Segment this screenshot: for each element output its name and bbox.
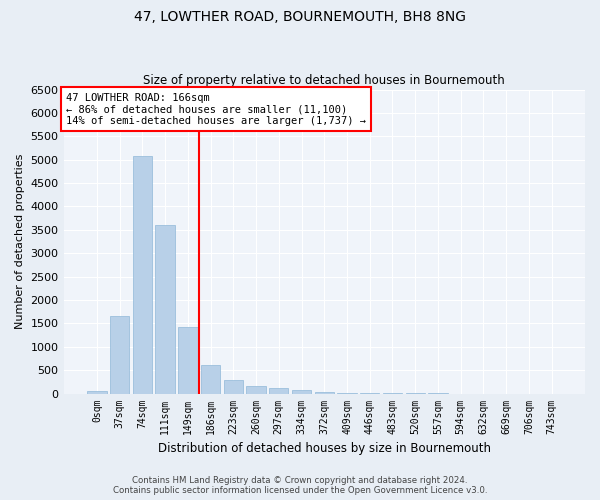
- Bar: [87, 391, 107, 394]
- Bar: [292, 390, 311, 394]
- Bar: [133, 156, 152, 394]
- Title: Size of property relative to detached houses in Bournemouth: Size of property relative to detached ho…: [143, 74, 505, 87]
- Bar: [155, 225, 175, 394]
- Text: 47 LOWTHER ROAD: 166sqm
← 86% of detached houses are smaller (11,100)
14% of sem: 47 LOWTHER ROAD: 166sqm ← 86% of detache…: [66, 92, 366, 126]
- Y-axis label: Number of detached properties: Number of detached properties: [15, 154, 25, 329]
- Bar: [247, 386, 266, 394]
- Bar: [110, 316, 130, 394]
- Text: Contains HM Land Registry data © Crown copyright and database right 2024.
Contai: Contains HM Land Registry data © Crown c…: [113, 476, 487, 495]
- Text: 47, LOWTHER ROAD, BOURNEMOUTH, BH8 8NG: 47, LOWTHER ROAD, BOURNEMOUTH, BH8 8NG: [134, 10, 466, 24]
- Bar: [314, 392, 334, 394]
- Bar: [178, 327, 197, 394]
- Bar: [269, 388, 289, 394]
- X-axis label: Distribution of detached houses by size in Bournemouth: Distribution of detached houses by size …: [158, 442, 491, 455]
- Bar: [224, 380, 243, 394]
- Bar: [201, 366, 220, 394]
- Bar: [337, 392, 356, 394]
